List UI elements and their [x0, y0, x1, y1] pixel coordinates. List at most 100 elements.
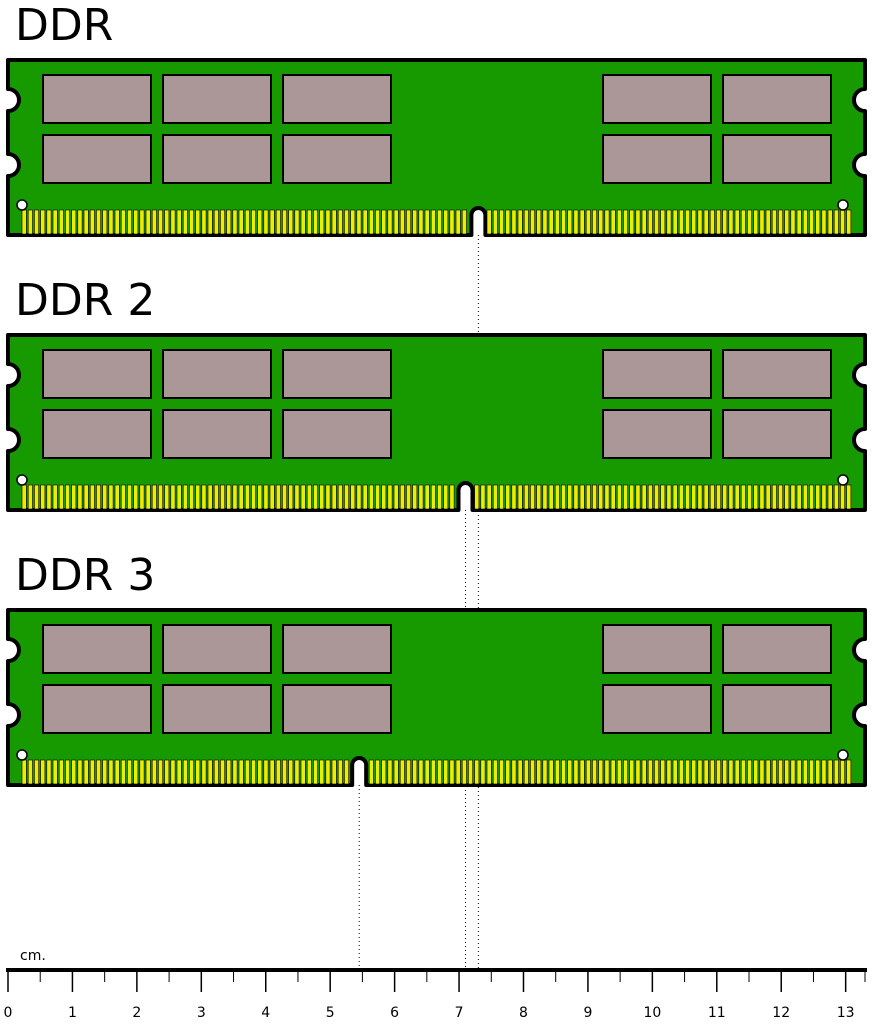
contact-pin — [375, 485, 379, 509]
contact-pin — [338, 485, 342, 509]
contact-pin — [220, 485, 224, 509]
contact-pin — [289, 485, 293, 509]
contact-pin — [648, 210, 652, 234]
contact-pin — [431, 210, 435, 234]
contact-pin — [642, 485, 646, 509]
contact-pin — [165, 485, 169, 509]
contact-pin — [475, 485, 479, 509]
contact-pin — [140, 485, 144, 509]
contact-pin — [121, 210, 125, 234]
contact-pin — [413, 485, 417, 509]
contact-pin — [295, 485, 299, 509]
contact-pin — [735, 485, 739, 509]
memory-chip — [283, 685, 391, 733]
contact-pin — [425, 760, 429, 784]
contact-pin — [512, 760, 516, 784]
contact-pin — [524, 760, 528, 784]
contact-pin — [431, 760, 435, 784]
contact-pin — [778, 485, 782, 509]
contact-pin — [568, 485, 572, 509]
contact-pin — [530, 760, 534, 784]
contact-pin — [487, 485, 491, 509]
contact-pin — [741, 485, 745, 509]
contact-pin — [450, 760, 454, 784]
contact-pin — [747, 485, 751, 509]
mounting-hole — [17, 750, 27, 760]
contact-pin — [636, 760, 640, 784]
ram-module-1 — [8, 335, 865, 510]
contact-pin — [543, 760, 547, 784]
contact-pin — [840, 760, 844, 784]
contact-pin — [127, 760, 131, 784]
memory-chip — [163, 685, 271, 733]
contact-pin — [667, 760, 671, 784]
memory-chip — [283, 135, 391, 183]
contact-pin — [704, 210, 708, 234]
contact-pin — [270, 485, 274, 509]
contact-pin — [313, 210, 317, 234]
contact-pin — [623, 760, 627, 784]
contact-pin — [555, 210, 559, 234]
contact-pin — [518, 210, 522, 234]
contact-pin — [152, 210, 156, 234]
contact-pin — [630, 485, 634, 509]
contact-pin — [41, 760, 45, 784]
contact-pin — [673, 485, 677, 509]
contact-pin — [537, 485, 541, 509]
contact-pin — [369, 210, 373, 234]
ruler-tick-label-4: 4 — [261, 1005, 270, 1021]
module-title-1: DDR 2 — [15, 275, 155, 326]
contact-pin — [685, 210, 689, 234]
memory-chip — [43, 685, 151, 733]
contact-pin — [543, 210, 547, 234]
contact-pin — [301, 210, 305, 234]
contact-pin — [307, 210, 311, 234]
ruler-tick-label-8: 8 — [519, 1005, 528, 1021]
contact-pin — [344, 210, 348, 234]
contact-pin — [171, 210, 175, 234]
mounting-hole — [838, 750, 848, 760]
contact-pin — [109, 760, 113, 784]
contact-pin — [630, 760, 634, 784]
contact-pin — [574, 760, 578, 784]
contact-pin — [586, 485, 590, 509]
contact-pin — [189, 760, 193, 784]
contact-pin — [561, 210, 565, 234]
contact-pin — [28, 485, 32, 509]
contact-pin — [754, 760, 758, 784]
contact-pin — [809, 485, 813, 509]
contact-pin — [828, 485, 832, 509]
contact-pin — [220, 210, 224, 234]
contact-pin — [444, 485, 448, 509]
contact-pin — [679, 210, 683, 234]
contact-pin — [692, 485, 696, 509]
contact-pin — [834, 210, 838, 234]
contact-pin — [28, 760, 32, 784]
contact-pin — [90, 210, 94, 234]
contact-pin — [809, 210, 813, 234]
contact-pin — [34, 485, 38, 509]
memory-chip — [43, 135, 151, 183]
contact-pin — [599, 485, 603, 509]
contact-pin — [227, 210, 231, 234]
contact-pin — [34, 760, 38, 784]
contact-pin — [59, 210, 63, 234]
memory-chip — [603, 410, 711, 458]
contact-pin — [363, 210, 367, 234]
contact-pin — [220, 760, 224, 784]
contact-pin — [382, 760, 386, 784]
ddr-comparison-diagram — [0, 0, 873, 1024]
contact-pin — [537, 210, 541, 234]
contact-pin — [599, 210, 603, 234]
contact-pin — [382, 210, 386, 234]
contact-pin — [103, 210, 107, 234]
contact-pin — [233, 760, 237, 784]
contact-pin — [53, 485, 57, 509]
contact-pin — [487, 760, 491, 784]
memory-chip — [163, 135, 271, 183]
contact-pin — [487, 210, 491, 234]
contact-pin — [679, 485, 683, 509]
contact-pin — [41, 485, 45, 509]
contact-pin — [22, 485, 26, 509]
contact-pin — [785, 210, 789, 234]
